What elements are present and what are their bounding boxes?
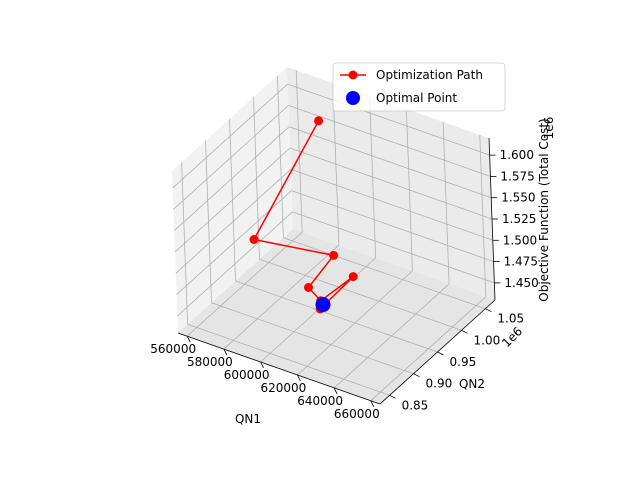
optimization-path-point: [304, 283, 313, 292]
x-tick-label: 620000: [260, 381, 306, 395]
z-axis-label: Objective Function (Total Cost): [537, 118, 551, 301]
x-tick-mark: [297, 374, 301, 382]
data-series: [249, 116, 358, 314]
x-tick-label: 600000: [224, 368, 270, 382]
z-grid-back: [289, 147, 493, 220]
z-grid-left: [173, 105, 289, 210]
z-grid-left: [176, 190, 292, 295]
z-tick-label: 1.500: [503, 233, 537, 247]
z-tick-label: 1.475: [504, 255, 538, 269]
y-grid-floor: [259, 258, 462, 331]
y-tick-mark: [389, 394, 396, 399]
z-tick-label: 1.550: [501, 191, 535, 205]
z-grid-left: [173, 126, 290, 231]
z-tick-label: 1.600: [500, 148, 534, 162]
legend-optimal-label: Optimal Point: [376, 91, 457, 105]
x-axis-line: [177, 332, 381, 405]
x-tick-label: 660000: [334, 407, 380, 421]
z-grid-left: [174, 147, 291, 253]
optimal-point-marker: [315, 297, 331, 313]
x-tick-label: 640000: [297, 394, 343, 408]
z-grid-back: [291, 190, 494, 262]
x-axis-label: QN1: [235, 412, 261, 426]
x-tick-label: 580000: [187, 355, 233, 369]
y-axis-label: QN2: [459, 377, 485, 391]
z-tick-label: 1.525: [502, 212, 536, 226]
y-tick-label: 0.90: [426, 377, 453, 391]
y-tick-mark: [485, 308, 492, 313]
z-tick-label: 1.450: [504, 276, 538, 290]
legend: Optimization Path Optimal Point: [332, 62, 506, 112]
y-tick-mark: [413, 373, 420, 378]
x-tick-mark: [260, 361, 264, 369]
optimization-path-point: [314, 116, 324, 126]
y-axis-offset-text: 1e6: [499, 324, 525, 350]
z-grid-left: [172, 83, 288, 189]
legend-frame: [332, 62, 506, 112]
z-grid-left: [177, 211, 293, 317]
z-grid-back: [288, 105, 491, 177]
y-tick-mark: [461, 329, 468, 334]
y-grid-floor: [187, 323, 390, 396]
x-tick-label: 560000: [150, 342, 196, 356]
y-tick-label: 1.05: [497, 312, 524, 326]
z-tick-label: 1.575: [500, 169, 534, 183]
y-tick-label: 0.95: [450, 355, 477, 369]
x-tick-mark: [370, 400, 375, 407]
optimization-path-point: [329, 250, 339, 260]
optimization-path-point: [249, 235, 259, 244]
z-grid-back: [289, 126, 492, 199]
legend-path-label: Optimization Path: [376, 68, 483, 82]
y-grid-floor: [235, 280, 438, 353]
z-grid-left: [175, 169, 292, 274]
x-tick-mark: [186, 336, 191, 343]
y-tick-mark: [437, 351, 444, 356]
optimization-path-point: [348, 272, 358, 282]
legend-path-swatch-marker: [348, 70, 358, 80]
x-tick-mark: [333, 387, 338, 395]
z-grid-back: [287, 83, 490, 156]
x-tick-mark: [223, 348, 228, 356]
y-grid-floor: [211, 302, 414, 375]
z-grid-back: [290, 168, 493, 241]
y-tick-label: 0.85: [402, 398, 429, 412]
z-grid-back: [292, 211, 495, 284]
legend-optimal-swatch-marker: [346, 91, 360, 105]
axes-panes: [172, 67, 495, 404]
z-axis-offset-text: 1e6: [542, 117, 556, 140]
y-tick-label: 1.00: [474, 333, 501, 347]
grid-lines: [172, 70, 495, 402]
y-grid-floor: [283, 237, 486, 310]
